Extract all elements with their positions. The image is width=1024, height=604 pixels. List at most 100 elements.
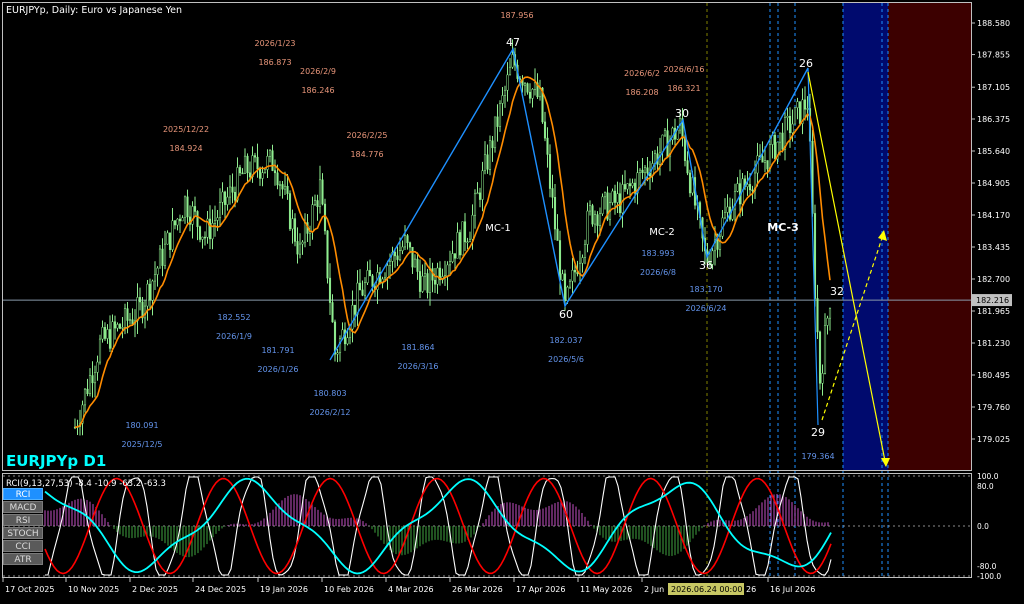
candle-body [541,87,544,123]
candle-body [681,118,684,139]
candle-body [241,172,244,175]
candle-body [778,132,782,143]
price-axis-label: 184.905 [977,179,1010,188]
candle-body [173,220,177,226]
date-axis-label: 2 Jun [644,585,664,594]
candle-body [473,193,477,216]
swing-low-price: 180.091 [125,421,158,430]
candle-body [506,74,509,91]
candle-body [321,179,324,205]
candle-body [393,251,397,257]
candle-body [301,241,304,245]
candle-body [598,213,602,226]
indicator-header: RCI(9,13,27,53) -8.4 -10.9 -63.2 -63.3 [6,479,166,489]
candle-body [96,361,99,373]
candle-body [318,179,322,207]
candle-body [793,107,797,125]
candle-body [626,183,629,190]
candle-body [291,218,294,230]
candle-body [458,232,462,256]
candle-body [448,261,452,266]
candle-body [558,240,562,281]
swing-high-date: 2026/2/9 [300,67,336,76]
candle-body [273,170,277,174]
wave-count-label: 60 [559,308,573,321]
candle-body [343,329,347,345]
candle-body [91,375,94,384]
projection-line-down [807,71,887,467]
date-axis-label: 2 Dec 2025 [132,585,178,594]
candle-body [198,226,202,240]
candle-body [288,193,292,230]
indicator-button-rci[interactable]: RCI [3,488,43,500]
candle-body [196,211,199,227]
candle-body [573,269,577,273]
candle-body [781,132,784,150]
indicator-button-macd[interactable]: MACD [3,501,43,513]
candle-body [713,239,717,252]
candle-body [663,130,667,136]
candle-body [248,172,252,178]
candle-body [451,253,454,263]
date-axis-label-tail: 26 [746,585,756,594]
candle-body [478,192,482,200]
candle-body [86,388,89,394]
candle-body [358,282,362,291]
swing-high-price: 186.873 [258,58,291,67]
price-candles [73,39,832,436]
swing-low-date: 2025/12/5 [121,440,162,449]
candle-body [571,269,574,282]
candle-body [303,222,307,243]
candle-body [798,101,802,124]
zigzag-line-last [807,67,819,426]
price-axis-label: 182.700 [977,275,1010,284]
wave-count-label: 32 [830,285,844,298]
candle-body [508,66,512,76]
indicator-button-stoch[interactable]: STOCH [3,527,43,539]
candle-body [266,156,269,170]
candle-body [468,238,472,242]
candle-body [751,189,754,192]
candle-body [213,220,217,224]
candle-body [641,169,644,173]
candle-body [268,150,272,157]
candle-body [746,184,749,187]
candle-body [83,388,87,406]
swing-low-price: 180.803 [313,389,346,398]
oscillator-axis-label: -100.0 [977,572,1001,581]
candle-body [483,154,487,172]
price-axis-label: 187.105 [977,83,1010,92]
candle-body [313,200,317,205]
candle-body [278,184,282,186]
candle-body [176,218,179,226]
candle-body [438,267,442,281]
wave-count-label: 36 [699,259,713,272]
candle-body [433,279,437,285]
indicator-button-atr[interactable]: ATR [3,553,43,565]
candle-body [363,282,367,296]
candle-body [386,265,389,278]
candle-body [616,193,619,203]
candle-body [583,244,587,258]
date-axis-label: 16 Jul 2026 [770,585,815,594]
indicator-button-rsi[interactable]: RSI [3,514,43,526]
candle-body [258,168,262,179]
price-axis-label: 180.495 [977,371,1010,380]
candle-body [676,129,679,140]
candle-body [533,82,537,90]
candle-body [116,324,119,329]
indicator-button-cci[interactable]: CCI [3,540,43,552]
candle-body [356,282,359,315]
candle-body [456,232,459,259]
date-axis-label: 10 Nov 2025 [68,585,119,594]
candle-body [796,101,799,108]
candle-body [206,218,209,238]
candle-body [613,190,617,203]
candle-body [643,167,647,173]
candle-body [161,248,164,266]
candle-body [786,115,789,118]
candle-body [401,246,404,251]
candle-body [596,214,599,226]
